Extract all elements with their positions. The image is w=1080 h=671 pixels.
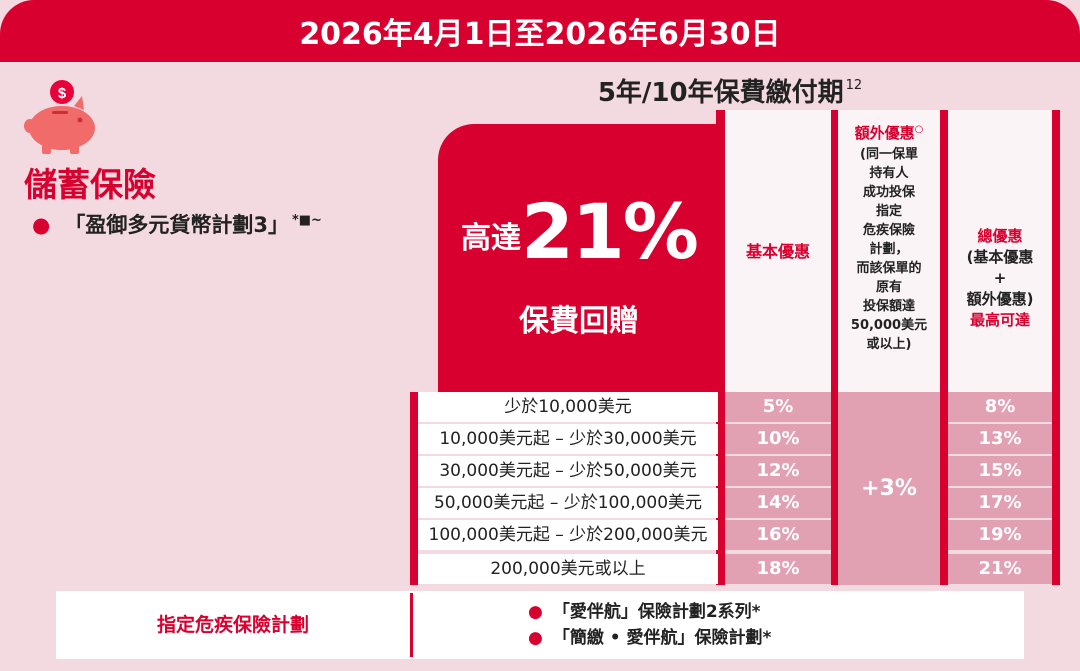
basic-offer-header: 基本優惠: [725, 110, 831, 394]
column-separator: [831, 110, 838, 585]
column-separator: [716, 110, 725, 585]
premium-tier-cell: 30,000美元起 – 少於50,000美元: [418, 456, 718, 486]
headline-rebate-value: 21%: [521, 187, 699, 276]
basic-rebate-cell: 16%: [725, 520, 831, 550]
headline-rebate-subtitle: 保費回贈: [519, 304, 639, 339]
total-rebate-cell: 13%: [948, 424, 1052, 454]
plan-name-marks: *■~: [291, 213, 322, 228]
premium-tier-cell: 10,000美元起 – 少於30,000美元: [418, 424, 718, 454]
headline-rebate-box: 高達21% 保費回贈: [438, 124, 720, 394]
extra-offer-title: 額外優惠○: [854, 124, 924, 142]
date-range-banner: 2026年4月1日至2026年6月30日: [0, 0, 1080, 62]
plan-category-heading: 儲蓄保險: [24, 165, 156, 204]
extra-rebate-cell: +3%: [838, 392, 940, 585]
designated-plans-divider: [410, 593, 413, 657]
designated-plans-panel: 指定危疾保險計劃 ● 「愛伴航」保險計劃2系列* ● 「簡繳 • 愛伴航」保險計劃*: [56, 591, 1024, 659]
plan-name-text: 「盈御多元貨幣計劃3」: [64, 213, 289, 237]
total-offer-note: 最高可達: [969, 311, 1030, 329]
total-offer-header: 總優惠 (基本優惠 + 額外優惠) 最高可達: [948, 110, 1052, 394]
payment-period-footnote: 12: [845, 78, 863, 93]
svg-text:$: $: [58, 85, 67, 102]
basic-rebate-cell: 5%: [725, 392, 831, 422]
payment-period-text: 5年/10年保費繳付期: [597, 78, 844, 108]
premium-tier-cell: 200,000美元或以上: [418, 554, 718, 584]
total-rebate-cell: 19%: [948, 520, 1052, 550]
basic-rebate-cell: 12%: [725, 456, 831, 486]
designated-plans-list: ● 「愛伴航」保險計劃2系列* ● 「簡繳 • 愛伴航」保險計劃*: [528, 599, 771, 651]
basic-rebate-cell: 14%: [725, 488, 831, 518]
column-separator: [940, 110, 948, 585]
headline-prefix: 高達: [461, 221, 522, 256]
designated-plan-item: ● 「簡繳 • 愛伴航」保險計劃*: [528, 628, 772, 648]
premium-tier-cell: 少於10,000美元: [418, 392, 718, 422]
basic-rebate-cell: 10%: [725, 424, 831, 454]
date-range-text: 2026年4月1日至2026年6月30日: [299, 17, 781, 52]
total-rebate-cell: 8%: [948, 392, 1052, 422]
plan-name-item: ● 「盈御多元貨幣計劃3」 *■~: [32, 209, 322, 239]
basic-rebate-cell: 18%: [725, 554, 831, 584]
payment-period-title: 5年/10年保費繳付期 12: [560, 72, 900, 109]
total-rebate-cell: 21%: [948, 554, 1052, 584]
headline-rebate-line: 高達21%: [438, 194, 720, 270]
designated-plans-label: 指定危疾保險計劃: [156, 614, 309, 636]
premium-tier-cell: 50,000美元起 – 少於100,000美元: [418, 488, 718, 518]
designated-plan-item: ● 「愛伴航」保險計劃2系列*: [528, 602, 761, 622]
piggy-bank-dollar-icon: $: [24, 80, 95, 154]
premium-tier-cell: 100,000美元起 – 少於200,000美元: [418, 520, 718, 550]
total-rebate-cell: 17%: [948, 488, 1052, 518]
column-separator: [1052, 110, 1060, 585]
bullet-dot: ●: [32, 213, 51, 237]
total-rebate-cell: 15%: [948, 456, 1052, 486]
extra-offer-header: 額外優惠○ (同一保單 持有人 成功投保 指定 危疾保險 計劃， 而該保單的 原…: [838, 110, 940, 394]
table-left-border: [410, 392, 418, 585]
